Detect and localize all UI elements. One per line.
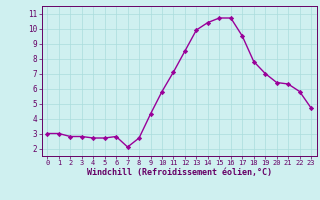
X-axis label: Windchill (Refroidissement éolien,°C): Windchill (Refroidissement éolien,°C) [87,168,272,177]
